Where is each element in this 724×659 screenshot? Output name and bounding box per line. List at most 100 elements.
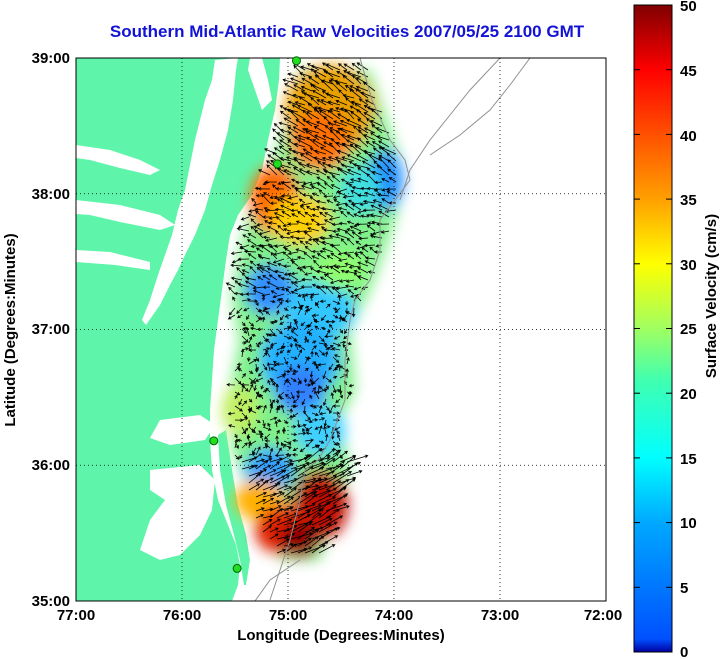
velocity-arrow bbox=[323, 419, 328, 427]
velocity-arrow bbox=[328, 363, 334, 371]
velocity-arrow bbox=[250, 244, 264, 248]
velocity-arrow bbox=[337, 113, 348, 120]
velocity-arrow bbox=[318, 189, 327, 197]
velocity-arrow bbox=[345, 139, 362, 148]
colorbar: 50 45 40 35 30 25 20 15 10 5 0 Surface V… bbox=[633, 0, 720, 659]
velocity-arrow bbox=[324, 212, 334, 218]
velocity-arrow bbox=[311, 541, 329, 554]
velocity-arrow bbox=[318, 349, 326, 356]
velocity-arrow bbox=[316, 99, 327, 106]
velocity-arrow bbox=[255, 314, 262, 320]
velocity-arrow bbox=[377, 204, 390, 211]
colorbar-gradient bbox=[633, 4, 673, 653]
colorbar-tick-label: 0 bbox=[680, 644, 688, 659]
velocity-arrow bbox=[297, 537, 312, 547]
velocity-arrow bbox=[375, 244, 383, 248]
velocity-arrow bbox=[253, 384, 257, 392]
velocity-arrow bbox=[329, 266, 341, 274]
velocity-arrow bbox=[339, 340, 347, 345]
y-tick-label: 38:00 bbox=[32, 186, 70, 203]
velocity-arrow bbox=[297, 293, 306, 298]
velocity-arrow bbox=[257, 243, 271, 248]
velocity-arrow bbox=[313, 70, 327, 78]
velocity-arrow bbox=[297, 162, 313, 169]
velocity-arrow bbox=[262, 469, 277, 477]
velocity-arrow bbox=[248, 383, 254, 393]
velocity-arrow bbox=[282, 444, 292, 449]
velocity-arrow bbox=[313, 125, 327, 134]
velocity-arrow bbox=[352, 163, 369, 169]
velocity-arrow bbox=[325, 425, 331, 429]
velocity-arrow bbox=[279, 139, 292, 148]
velocity-arrow bbox=[337, 63, 348, 71]
velocity-arrow bbox=[297, 477, 317, 484]
velocity-arrow bbox=[304, 241, 313, 246]
velocity-arrow bbox=[329, 142, 341, 155]
velocity-arrow bbox=[290, 290, 299, 295]
velocity-arrow bbox=[376, 222, 390, 227]
velocity-arrow bbox=[279, 298, 285, 302]
velocity-arrow bbox=[332, 450, 349, 463]
velocity-arrow bbox=[293, 65, 306, 78]
velocity-arrow bbox=[262, 285, 271, 289]
velocity-arrow bbox=[310, 350, 314, 358]
velocity-arrow bbox=[290, 329, 299, 337]
velocity-arrow bbox=[234, 394, 238, 400]
x-tick-label: 74:00 bbox=[375, 607, 413, 624]
velocity-arrow bbox=[317, 362, 327, 367]
velocity-arrow bbox=[277, 263, 285, 267]
velocity-arrow bbox=[235, 241, 243, 246]
velocity-arrow bbox=[296, 363, 301, 369]
velocity-arrow bbox=[325, 303, 331, 309]
velocity-arrow bbox=[340, 134, 355, 141]
velocity-arrow bbox=[336, 431, 341, 435]
velocity-arrow bbox=[353, 213, 362, 218]
velocity-arrow bbox=[255, 366, 259, 372]
velocity-arrow bbox=[325, 384, 329, 390]
velocity-arrow bbox=[241, 384, 245, 393]
velocity-arrow bbox=[277, 224, 285, 232]
velocity-arrow bbox=[322, 62, 334, 71]
velocity-arrow bbox=[248, 336, 253, 344]
velocity-arrow bbox=[280, 286, 292, 291]
velocity-arrow bbox=[351, 203, 362, 211]
velocity-arrow bbox=[306, 63, 320, 71]
velocity-arrow bbox=[247, 233, 257, 239]
velocity-arrow bbox=[292, 398, 299, 404]
velocity-arrow bbox=[325, 464, 344, 477]
velocity-arrow bbox=[313, 149, 327, 155]
velocity-arrow bbox=[293, 338, 299, 344]
velocity-arrow bbox=[335, 99, 348, 106]
velocity-arrow bbox=[311, 535, 325, 547]
velocity-arrow bbox=[356, 109, 369, 120]
velocity-arrow bbox=[279, 314, 285, 321]
velocity-arrow bbox=[236, 267, 243, 274]
velocity-arrow bbox=[330, 184, 341, 190]
velocity-arrow bbox=[254, 207, 264, 212]
velocity-arrow bbox=[311, 207, 320, 212]
velocity-arrow bbox=[290, 281, 299, 288]
velocity-arrow bbox=[241, 442, 248, 449]
velocity-arrow bbox=[345, 181, 355, 185]
velocity-arrow bbox=[321, 156, 334, 162]
velocity-arrow bbox=[283, 169, 299, 176]
velocity-arrow bbox=[346, 237, 355, 246]
velocity-arrow bbox=[269, 491, 283, 498]
velocity-arrow bbox=[241, 341, 247, 345]
velocity-arrow bbox=[232, 296, 236, 302]
velocity-arrow bbox=[295, 180, 306, 185]
velocity-arrow bbox=[348, 265, 362, 269]
velocity-arrow bbox=[323, 273, 334, 281]
colorbar-tick-label: 40 bbox=[680, 128, 697, 145]
x-tick-label: 77:00 bbox=[57, 607, 95, 624]
velocity-arrow bbox=[381, 178, 390, 183]
velocity-arrow bbox=[345, 311, 355, 316]
velocity-arrow bbox=[264, 220, 271, 225]
velocity-arrow bbox=[358, 236, 369, 241]
velocity-arrow bbox=[273, 251, 285, 256]
velocity-arrow bbox=[261, 316, 266, 323]
station-marker bbox=[291, 56, 301, 66]
velocity-arrow bbox=[297, 454, 312, 463]
velocity-arrow bbox=[346, 356, 350, 365]
velocity-arrow bbox=[245, 292, 256, 296]
